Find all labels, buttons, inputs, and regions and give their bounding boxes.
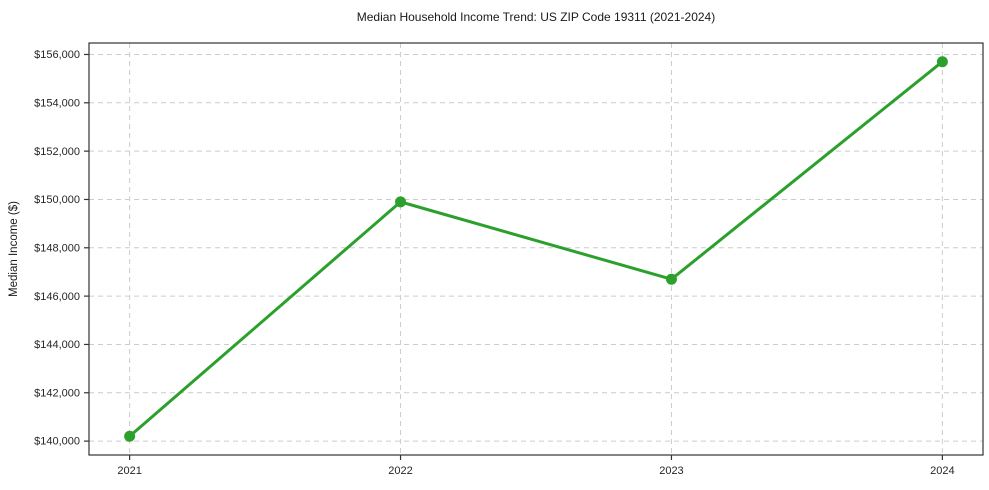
data-point-2021 [124,430,136,442]
y-tick-label: $152,000 [34,146,80,158]
trend-line [128,60,944,438]
y-tick-label: $144,000 [34,339,80,351]
y-tick-label: $146,000 [34,291,80,303]
x-tick-label: 2022 [388,465,412,477]
plot-border [88,42,984,456]
chart-title: Median Household Income Trend: US ZIP Co… [356,10,716,24]
x-tick-label: 2024 [930,465,954,477]
x-tick-label: 2021 [117,465,141,477]
y-tick-label: $150,000 [34,194,80,206]
x-tick-label: 2023 [659,465,683,477]
y-tick-label: $140,000 [34,436,80,448]
y-tick-label: $142,000 [34,387,80,399]
y-tick-label: $154,000 [34,97,80,109]
data-point-2024 [936,56,948,68]
y-tick-label: $148,000 [34,242,80,254]
y-axis-title: Median Income ($) [8,201,20,297]
data-point-2023 [665,273,677,285]
y-tick-label: $156,000 [34,49,80,61]
data-point-2022 [395,196,407,208]
